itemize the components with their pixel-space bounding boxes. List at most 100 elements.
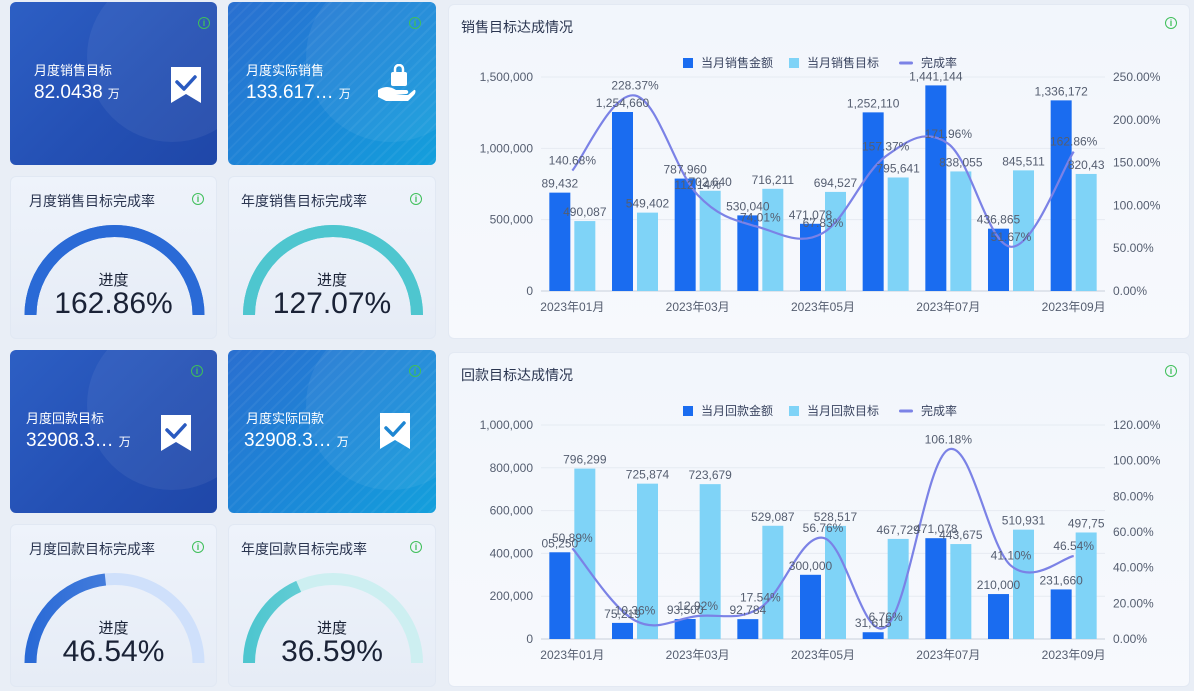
bar-data-label: 471,078: [914, 522, 958, 536]
line-data-label: 10.36%: [615, 604, 656, 618]
y-left-tick-label: 800,000: [490, 461, 534, 475]
bar: [674, 178, 696, 291]
y-right-tick-label: 0.00%: [1113, 284, 1147, 298]
line-data-label: 74.01%: [740, 211, 781, 225]
legend-label: 完成率: [921, 403, 957, 418]
x-tick-label: 2023年09月: [1042, 300, 1106, 314]
legend-swatch: [899, 409, 913, 413]
info-circle-icon[interactable]: i: [409, 365, 421, 377]
bar-data-label: 75,219: [604, 607, 641, 621]
bar: [637, 483, 658, 639]
gauge-fill: [24, 225, 205, 316]
sales-combo-chart: 当月销售金额 当月销售目标 完成率 0 500,000 1,000,000 1,500,00…: [480, 55, 1161, 314]
line-data-label: 50.89%: [552, 531, 593, 545]
bar: [1075, 173, 1097, 291]
line-data-label: 112.14%: [674, 178, 721, 192]
info-circle-icon[interactable]: i: [1165, 17, 1177, 29]
x-tick-label: 2023年03月: [666, 300, 730, 314]
bar: [825, 525, 846, 639]
y-right-tick-label: 200.00%: [1113, 113, 1161, 127]
bar: [1050, 589, 1072, 639]
bar: [737, 619, 759, 639]
monthly-sales-rate-card: 月度销售目标完成率 i 进度 162.86%: [10, 176, 217, 339]
bar: [574, 468, 596, 639]
gauge-fill: [24, 573, 107, 664]
info-circle-icon[interactable]: i: [409, 17, 421, 29]
info-circle-icon[interactable]: i: [410, 541, 422, 553]
info-circle-icon[interactable]: i: [192, 193, 204, 205]
bar-data-label: 436,865: [977, 213, 1021, 227]
line-data-label: 12.92%: [677, 599, 718, 613]
gauge-value: 36.59%: [281, 635, 383, 668]
y-left-tick-label: 1,000,000: [480, 141, 534, 155]
y-right-tick-label: 100.00%: [1113, 454, 1161, 468]
line-data-label: 106.18%: [925, 433, 973, 447]
rate-line: [571, 94, 1075, 248]
gauge-title: 年度回款目标完成率: [241, 541, 367, 557]
info-circle-icon[interactable]: i: [1165, 365, 1177, 377]
y-right-tick-label: 150.00%: [1113, 156, 1161, 170]
bar: [737, 215, 759, 291]
gauge-value: 162.86%: [54, 287, 173, 320]
legend-label: 当月销售目标: [807, 55, 879, 70]
x-tick-label: 2023年03月: [666, 648, 730, 662]
info-circle-icon[interactable]: i: [192, 541, 204, 553]
bar-series: [549, 85, 1072, 292]
y-left-tick-label: 0: [526, 632, 533, 646]
gauge-value: 127.07%: [272, 287, 392, 320]
bar-data-label: 723,679: [688, 468, 732, 482]
gauge-value: 46.54%: [62, 635, 165, 668]
bar: [1075, 532, 1097, 639]
legend-label: 当月回款目标: [807, 404, 879, 418]
line-data-label: 41.10%: [991, 549, 1032, 563]
bar-series: [549, 538, 1072, 639]
legend-label: 当月销售金额: [701, 55, 773, 70]
legend-swatch: [899, 61, 913, 65]
monthly-actual-payment-card: i 月度实际回款 32908.3… 万: [228, 350, 436, 513]
y-left-tick-label: 1,500,000: [480, 70, 534, 84]
y-right-tick-label: 0.00%: [1113, 632, 1147, 646]
line-data-label: 157.37%: [862, 139, 910, 153]
bar: [925, 85, 947, 291]
bar-data-label: 210,000: [977, 578, 1021, 592]
line-data-label: 56.76%: [803, 521, 844, 535]
progress-gauge: [243, 225, 423, 316]
bar-data-label: 93,500: [667, 603, 704, 617]
legend-swatch: [789, 58, 799, 68]
gauge-title: 年度销售目标完成率: [241, 193, 367, 209]
x-tick-label: 2023年01月: [540, 300, 604, 314]
gauge-caption: 进度: [98, 272, 129, 289]
kpi-value: 82.0438 万: [34, 82, 120, 103]
bar: [637, 212, 658, 291]
info-circle-icon[interactable]: i: [191, 365, 203, 377]
bar: [549, 552, 571, 639]
chart-title: 销售目标达成情况: [461, 19, 573, 35]
x-tick-label: 2023年09月: [1042, 648, 1106, 662]
monthly-actual-sales-card: i 月度实际销售 133.617… 万: [228, 2, 436, 165]
gauge-fill: [243, 580, 302, 664]
bar: [1013, 170, 1034, 291]
bar: [925, 538, 947, 639]
info-circle-icon[interactable]: i: [198, 17, 210, 29]
annual-sales-rate-card: 年度销售目标完成率 i 进度 127.07%: [228, 176, 436, 339]
data-labels: 05,250 75,219 93,500 92,784 300,000 31,615 471…: [541, 433, 1104, 631]
bar-data-label: 845,511: [1002, 154, 1045, 168]
y-right-tick-label: 20.00%: [1113, 596, 1154, 610]
bar-data-label: 92,784: [729, 603, 766, 617]
bar-data-label: 549,402: [626, 197, 670, 211]
chart-legend: 当月销售金额 当月销售目标 完成率: [683, 55, 957, 70]
bar-data-label: 443,675: [939, 528, 983, 542]
bar: [862, 632, 884, 639]
kpi-label: 月度实际销售: [246, 63, 325, 78]
y-left-tick-label: 0: [526, 284, 533, 298]
bar: [762, 525, 784, 639]
legend-item: 完成率: [899, 55, 957, 70]
info-circle-icon[interactable]: i: [410, 193, 422, 205]
line-data-label: 171.96%: [925, 127, 973, 141]
line-data-label: 6.76%: [869, 610, 903, 624]
bar-data-label: 725,874: [626, 468, 670, 482]
monthly-sales-target-card: i 月度销售目标 82.0438 万: [10, 2, 217, 165]
bar: [800, 574, 821, 639]
y-left-tick-label: 1,000,000: [480, 418, 534, 432]
progress-gauge: [243, 573, 423, 664]
